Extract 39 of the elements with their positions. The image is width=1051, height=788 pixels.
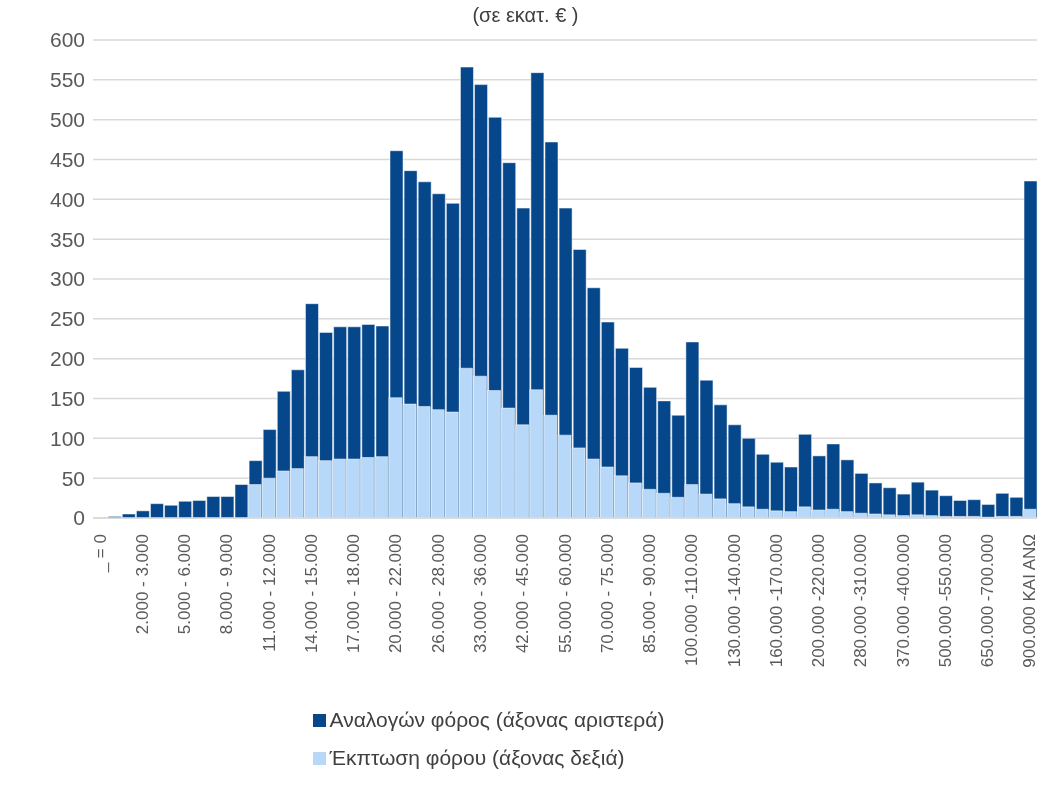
x-tick-label: 26.000 - 28.000 [428, 534, 448, 654]
y-tick-label: 350 [49, 227, 85, 251]
x-tick-label: 280.000 -310.000 [851, 534, 871, 668]
x-tick-label: 8.000 - 9.000 [217, 534, 237, 635]
y-tick-label: 500 [49, 108, 85, 132]
x-tick-label: 500.000 -550.000 [935, 534, 955, 668]
x-tick-label: 2.000 - 3.000 [132, 534, 152, 635]
x-tick-label: 900.000 ΚΑΙ ΑΝΩ [1020, 534, 1040, 668]
x-tick-label: 370.000 -400.000 [893, 534, 913, 668]
chart-title: (σε εκατ. € ) [471, 4, 580, 26]
y-tick-label: 400 [49, 187, 85, 211]
x-tick-label: 11.000 - 12.000 [259, 534, 279, 652]
x-tick-label: 55.000 - 60.000 [555, 534, 575, 654]
x-tick-label: 650.000 -700.000 [978, 534, 998, 668]
x-tick-label: 130.000 -140.000 [724, 534, 744, 668]
legend-label: Έκπτωση φόρου (άξονας δεξιά) [329, 746, 625, 770]
y-tick-label: 200 [49, 347, 85, 371]
x-tick-label: 200.000 -220.000 [809, 534, 829, 668]
y-tick-label: 150 [49, 386, 85, 410]
x-tick-label: 33.000 - 36.000 [470, 534, 490, 654]
x-tick-label: 17.000 - 18.000 [344, 534, 364, 654]
y-tick-label: 300 [49, 267, 85, 291]
x-tick-label: 5.000 - 6.000 [175, 534, 195, 635]
y-tick-label: 0 [73, 506, 85, 530]
y-tick-label: 250 [49, 307, 85, 331]
x-tick-label: 42.000 - 45.000 [513, 534, 533, 654]
y-tick-label: 550 [49, 68, 85, 92]
y-tick-label: 450 [49, 147, 85, 171]
x-tick-label: 100.000 -110.000 [682, 534, 702, 667]
x-tick-label: _ = 0 [90, 534, 110, 574]
y-tick-label: 600 [49, 28, 85, 52]
legend-label: Αναλογών φόρος (άξονας αριστερά) [329, 708, 665, 732]
x-tick-label: 85.000 - 90.000 [640, 534, 660, 654]
y-tick-label: 100 [49, 426, 85, 450]
x-tick-label: 20.000 - 22.000 [386, 534, 406, 654]
x-tick-label: 160.000 -170.000 [766, 534, 786, 668]
x-tick-label: 70.000 - 75.000 [597, 534, 617, 654]
x-tick-label: 14.000 - 15.000 [301, 534, 321, 654]
y-tick-label: 50 [61, 466, 85, 490]
